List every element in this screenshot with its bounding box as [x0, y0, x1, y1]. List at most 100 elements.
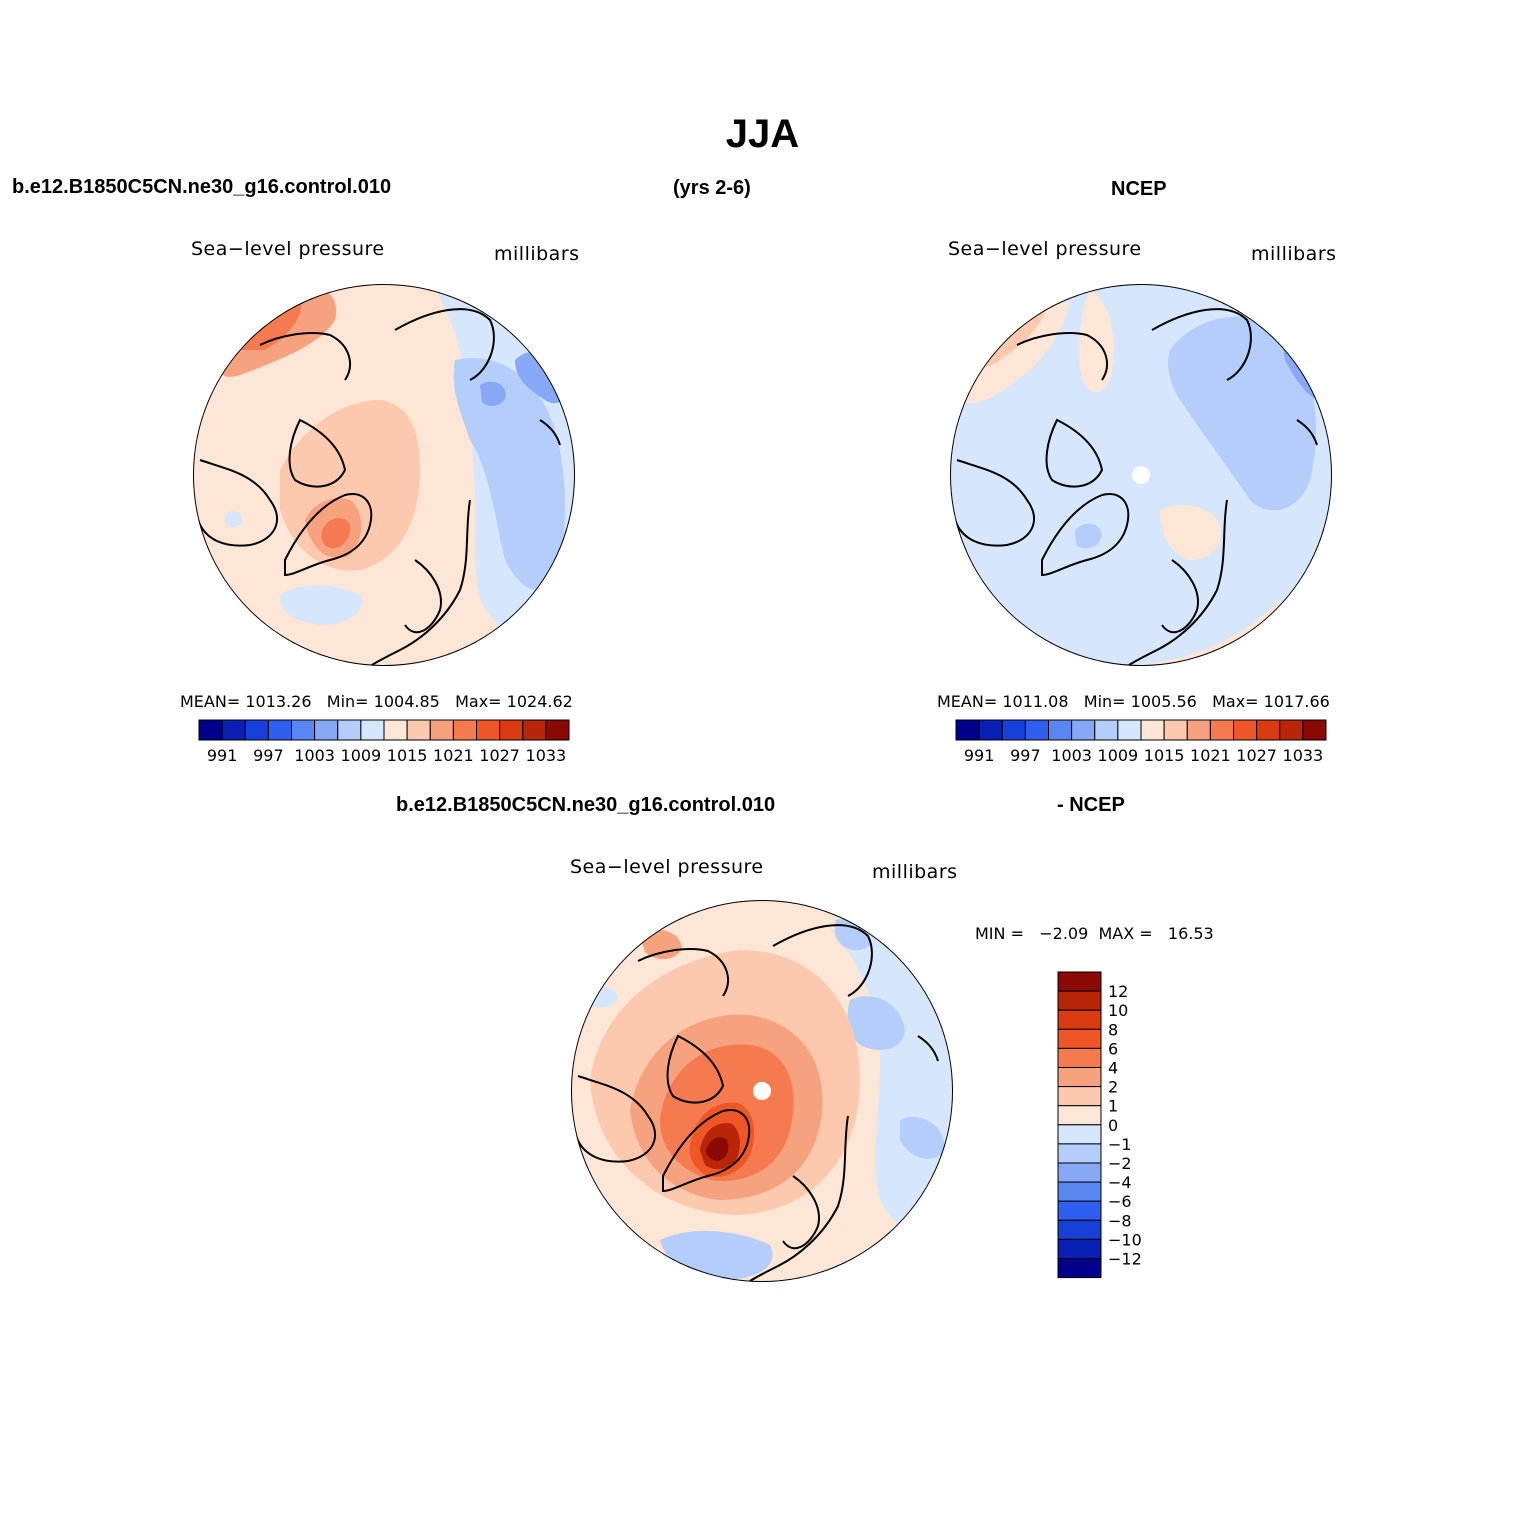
obs-colorbar-box: [1163, 719, 1188, 741]
diff-colorbar-box: [1057, 1258, 1102, 1279]
obs-colorbar-box: [1001, 719, 1026, 741]
model-colorbar-tick-label: 1015: [387, 746, 428, 765]
obs-max-value: 1017.66: [1263, 692, 1330, 711]
obs-colorbar-box: [978, 719, 1003, 741]
diff-colorbar-box: [1057, 1067, 1102, 1088]
diff-colorbar-box: [1057, 1105, 1102, 1126]
obs-colorbar-box: [1094, 719, 1119, 741]
diff-colorbar-box: [1057, 1238, 1102, 1260]
obs-colorbar-box: [1302, 719, 1327, 741]
obs-colorbar-box: [1140, 719, 1165, 741]
diff-variable-title: Sea−level pressure: [570, 856, 764, 878]
obs-colorbar-box: [1117, 719, 1142, 741]
obs-colorbar-box: [1186, 719, 1211, 741]
obs-colorbar-tick-label: 1033: [1283, 746, 1324, 765]
obs-colorbar-box: [1256, 719, 1281, 741]
diff-units: millibars: [872, 861, 958, 883]
obs-colorbar-tick-label: 1021: [1190, 746, 1231, 765]
model-mean-value: 1013.26: [245, 692, 312, 711]
obs-colorbar-tick-label: 997: [1010, 746, 1041, 765]
model-colorbar-box: [198, 719, 223, 741]
model-colorbar: 991 997 1003 1009 1015 1021 1027 1033: [198, 719, 570, 765]
obs-min-label: Min=: [1083, 692, 1126, 711]
model-colorbar-box: [406, 719, 431, 741]
model-colorbar-box: [499, 719, 524, 741]
model-colorbar-box: [244, 719, 269, 741]
model-colorbar-tick-label: 1033: [526, 746, 567, 765]
diff-colorbar-tick-label: 2: [1108, 1078, 1118, 1097]
obs-colorbar-box: [1279, 719, 1304, 741]
obs-colorbar: 991 997 1003 1009 1015 1021 1027 1033: [955, 719, 1327, 765]
model-colorbar-tick-label: 991: [207, 746, 238, 765]
obs-name: NCEP: [1111, 178, 1167, 200]
model-colorbar-box: [360, 719, 385, 741]
obs-max-label: Max=: [1212, 692, 1259, 711]
diff-max-value: 16.53: [1167, 924, 1214, 943]
diff-colorbar-box: [1057, 971, 1102, 992]
obs-colorbar-box: [1071, 719, 1096, 741]
diff-colorbar-box: [1057, 1181, 1102, 1202]
model-colorbar-tick-label: 1003: [294, 746, 335, 765]
diff-colorbar-tick-label: −6: [1108, 1192, 1132, 1211]
diff-colorbar-tick-label: −10: [1108, 1230, 1142, 1249]
obs-min-value: 1005.56: [1130, 692, 1197, 711]
diff-suffix: - NCEP: [1057, 794, 1125, 816]
diff-min-label: MIN =: [975, 924, 1024, 943]
model-colorbar-tick-label: 1027: [479, 746, 520, 765]
diff-colorbar-tick-label: 8: [1108, 1020, 1118, 1039]
obs-colorbar-tick-label: 1003: [1051, 746, 1092, 765]
diff-stats: MIN = −2.09 MAX = 16.53: [975, 924, 1214, 943]
diff-min-value: −2.09: [1039, 924, 1089, 943]
diff-colorbar-box: [1057, 1200, 1102, 1221]
diff-colorbar-tick-label: 10: [1108, 1001, 1128, 1020]
diff-colorbar-tick-label: 12: [1108, 982, 1128, 1001]
diff-colorbar-tick-label: −1: [1108, 1135, 1132, 1154]
diff-colorbar-tick-label: −12: [1108, 1250, 1142, 1269]
model-colorbar-tick-label: 997: [253, 746, 284, 765]
obs-colorbar-box: [1048, 719, 1073, 741]
model-mean-label: MEAN=: [180, 692, 241, 711]
model-min-label: Min=: [326, 692, 369, 711]
diff-colorbar-box: [1057, 1009, 1102, 1030]
obs-units: millibars: [1251, 243, 1337, 265]
model-colorbar-box: [337, 719, 362, 741]
model-colorbar-box: [314, 719, 339, 741]
diff-colorbar-tick-label: 1: [1108, 1097, 1118, 1116]
obs-colorbar-box: [1024, 719, 1049, 741]
obs-colorbar-box: [1233, 719, 1258, 741]
diff-max-label: MAX =: [1098, 924, 1153, 943]
obs-stats: MEAN= 1011.08 Min= 1005.56 Max= 1017.66: [937, 692, 1330, 711]
obs-colorbar-tick-label: 1027: [1236, 746, 1277, 765]
model-colorbar-box: [383, 719, 408, 741]
years-label: (yrs 2-6): [673, 177, 751, 199]
model-polar-map: [193, 284, 575, 666]
model-colorbar-box: [452, 719, 477, 741]
model-colorbar-box: [291, 719, 316, 741]
diff-colorbar-box: [1057, 1143, 1102, 1164]
diff-colorbar-box: [1057, 1162, 1102, 1183]
diff-colorbar-box: [1057, 1086, 1102, 1107]
model-variable-title: Sea−level pressure: [191, 238, 385, 260]
model-stats: MEAN= 1013.26 Min= 1004.85 Max= 1024.62: [180, 692, 573, 711]
diff-colorbar-tick-label: 0: [1108, 1116, 1118, 1135]
diff-colorbar-box: [1057, 1219, 1102, 1240]
model-units: millibars: [494, 243, 580, 265]
model-colorbar-tick-label: 1021: [433, 746, 474, 765]
diff-colorbar-box: [1057, 1124, 1102, 1145]
model-max-label: Max=: [455, 692, 502, 711]
figure-title: JJA: [725, 112, 800, 156]
diff-colorbar-box: [1057, 990, 1102, 1011]
model-case-name: b.e12.B1850C5CN.ne30_g16.control.010: [12, 176, 392, 198]
obs-mean-label: MEAN=: [937, 692, 998, 711]
diff-colorbar-tick-label: 6: [1108, 1039, 1118, 1058]
diff-colorbar-tick-label: −4: [1108, 1173, 1132, 1192]
obs-colorbar-box: [955, 719, 980, 741]
model-colorbar-box: [522, 719, 547, 741]
model-colorbar-box: [267, 719, 292, 741]
model-max-value: 1024.62: [506, 692, 573, 711]
obs-colorbar-tick-label: 1009: [1098, 746, 1139, 765]
model-colorbar-box: [545, 719, 570, 741]
diff-polar-map: [571, 900, 953, 1282]
diff-colorbar-box: [1057, 1047, 1102, 1069]
